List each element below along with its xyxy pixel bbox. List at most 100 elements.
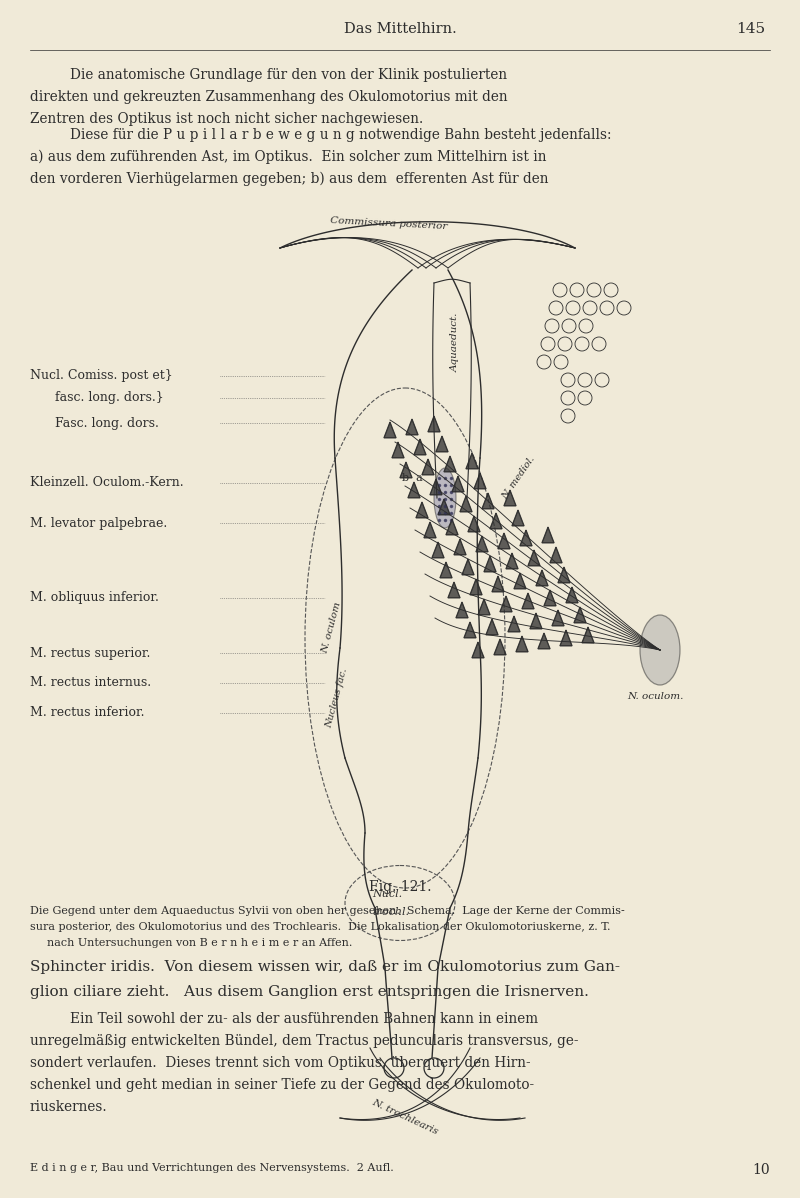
Text: direkten und gekreuzten Zusammenhang des Okulomotorius mit den: direkten und gekreuzten Zusammenhang des… <box>30 90 508 104</box>
Polygon shape <box>516 636 528 652</box>
Text: fasc. long. dors.}: fasc. long. dors.} <box>55 392 164 405</box>
Polygon shape <box>504 490 516 506</box>
Text: 10: 10 <box>752 1163 770 1176</box>
Text: den vorderen Vierhügelarmen gegeben; b) aus dem  efferenten Ast für den: den vorderen Vierhügelarmen gegeben; b) … <box>30 173 549 187</box>
Text: Ein Teil sowohl der zu- als der ausführenden Bahnen kann in einem: Ein Teil sowohl der zu- als der ausführe… <box>70 1012 538 1025</box>
Polygon shape <box>494 640 506 655</box>
Text: riuskernes.: riuskernes. <box>30 1100 108 1114</box>
Polygon shape <box>414 440 426 455</box>
Polygon shape <box>538 634 550 649</box>
Polygon shape <box>438 500 450 515</box>
Text: Aquaeduct.: Aquaeduct. <box>450 313 459 373</box>
Text: Diese für die P u p i l l a r b e w e g u n g notwendige Bahn besteht jedenfalls: Diese für die P u p i l l a r b e w e g … <box>70 128 611 143</box>
Polygon shape <box>406 419 418 435</box>
Text: trochl.: trochl. <box>372 907 409 916</box>
Text: Zentren des Optikus ist noch nicht sicher nachgewiesen.: Zentren des Optikus ist noch nicht siche… <box>30 111 423 126</box>
Polygon shape <box>466 453 478 468</box>
Polygon shape <box>472 642 484 658</box>
Text: 145: 145 <box>736 22 765 36</box>
Polygon shape <box>416 502 428 518</box>
Text: Kleinzell. Oculom.-Kern.: Kleinzell. Oculom.-Kern. <box>30 477 184 490</box>
Text: Fasc. long. dors.: Fasc. long. dors. <box>55 417 159 430</box>
Text: N. trochlearis: N. trochlearis <box>370 1099 439 1137</box>
Text: Die Gegend unter dem Aquaeductus Sylvii von oben her gesehen.  Schema.  Lage der: Die Gegend unter dem Aquaeductus Sylvii … <box>30 906 625 916</box>
Polygon shape <box>462 559 474 575</box>
Polygon shape <box>484 556 496 571</box>
Polygon shape <box>512 510 524 526</box>
Polygon shape <box>464 622 476 637</box>
Polygon shape <box>428 416 440 431</box>
Polygon shape <box>446 519 458 534</box>
Polygon shape <box>408 483 420 498</box>
Polygon shape <box>468 516 480 532</box>
Polygon shape <box>486 619 498 635</box>
Polygon shape <box>514 573 526 588</box>
Polygon shape <box>474 473 486 489</box>
Polygon shape <box>478 599 490 615</box>
Text: M. rectus inferior.: M. rectus inferior. <box>30 707 145 720</box>
Text: M. rectus superior.: M. rectus superior. <box>30 647 150 660</box>
Polygon shape <box>544 591 556 606</box>
Polygon shape <box>508 616 520 631</box>
Polygon shape <box>436 436 448 452</box>
Text: nach Untersuchungen von B e r n h e i m e r an Affen.: nach Untersuchungen von B e r n h e i m … <box>47 938 353 948</box>
Text: Sphincter iridis.  Von diesem wissen wir, daß er im Okulomotorius zum Gan-: Sphincter iridis. Von diesem wissen wir,… <box>30 960 620 974</box>
Polygon shape <box>528 550 540 565</box>
Polygon shape <box>550 547 562 563</box>
Polygon shape <box>440 562 452 577</box>
Polygon shape <box>542 527 554 543</box>
Polygon shape <box>384 422 396 437</box>
Text: Commissura posterior: Commissura posterior <box>330 216 447 231</box>
Text: schenkel und geht median in seiner Tiefe zu der Gegend des Okulomoto-: schenkel und geht median in seiner Tiefe… <box>30 1078 534 1093</box>
Polygon shape <box>476 537 488 552</box>
Polygon shape <box>506 553 518 569</box>
Polygon shape <box>482 494 494 509</box>
Text: b  a: b a <box>402 473 422 483</box>
Text: Die anatomische Grundlage für den von der Klinik postulierten: Die anatomische Grundlage für den von de… <box>70 68 507 81</box>
Polygon shape <box>574 607 586 623</box>
Polygon shape <box>530 613 542 629</box>
Polygon shape <box>498 533 510 549</box>
Text: Nucl.: Nucl. <box>372 889 402 898</box>
Polygon shape <box>452 476 464 492</box>
Ellipse shape <box>434 468 456 528</box>
Polygon shape <box>558 567 570 582</box>
Text: Fig. 121.: Fig. 121. <box>369 881 431 894</box>
Polygon shape <box>430 479 442 495</box>
Text: unregelmäßig entwickelten Bündel, dem Tractus peduncularis transversus, ge-: unregelmäßig entwickelten Bündel, dem Tr… <box>30 1034 578 1048</box>
Polygon shape <box>500 597 512 612</box>
Polygon shape <box>470 579 482 594</box>
Polygon shape <box>490 513 502 528</box>
Polygon shape <box>432 543 444 558</box>
Polygon shape <box>520 531 532 546</box>
Polygon shape <box>456 603 468 618</box>
Text: M. rectus internus.: M. rectus internus. <box>30 677 151 690</box>
Text: Nucl. Comiss. post et}: Nucl. Comiss. post et} <box>30 369 173 382</box>
Text: N. mediol.: N. mediol. <box>500 455 537 502</box>
Polygon shape <box>552 610 564 625</box>
Text: glion ciliare zieht.   Aus disem Ganglion erst entspringen die Irisnerven.: glion ciliare zieht. Aus disem Ganglion … <box>30 985 589 999</box>
Polygon shape <box>454 539 466 555</box>
Polygon shape <box>448 582 460 598</box>
Text: Nucleus fac.: Nucleus fac. <box>325 667 350 728</box>
Polygon shape <box>582 628 594 643</box>
Text: sondert verlaufen.  Dieses trennt sich vom Optikus, überquert den Hirn-: sondert verlaufen. Dieses trennt sich vo… <box>30 1055 530 1070</box>
Polygon shape <box>422 459 434 474</box>
Polygon shape <box>536 570 548 586</box>
Text: E d i n g e r, Bau und Verrichtungen des Nervensystems.  2 Aufl.: E d i n g e r, Bau und Verrichtungen des… <box>30 1163 394 1173</box>
Polygon shape <box>492 576 504 592</box>
Ellipse shape <box>640 615 680 685</box>
Text: sura posterior, des Okulomotorius und des Trochlearis.  Die Lokalisation der Oku: sura posterior, des Okulomotorius und de… <box>30 922 610 932</box>
Polygon shape <box>400 462 412 478</box>
Text: N. oculom.: N. oculom. <box>627 692 683 701</box>
Polygon shape <box>424 522 436 538</box>
Polygon shape <box>392 442 404 458</box>
Polygon shape <box>460 496 472 512</box>
Text: M. levator palpebrae.: M. levator palpebrae. <box>30 516 167 530</box>
Polygon shape <box>522 593 534 609</box>
Text: M. obliquus inferior.: M. obliquus inferior. <box>30 592 159 605</box>
Text: a) aus dem zuführenden Ast, im Optikus.  Ein solcher zum Mittelhirn ist in: a) aus dem zuführenden Ast, im Optikus. … <box>30 150 546 164</box>
Polygon shape <box>566 587 578 603</box>
Text: Das Mittelhirn.: Das Mittelhirn. <box>344 22 456 36</box>
Text: N. oculom: N. oculom <box>320 601 342 655</box>
